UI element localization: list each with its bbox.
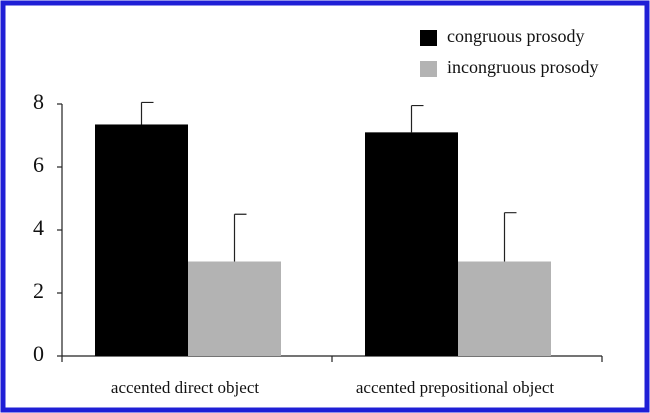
bar (95, 124, 188, 356)
error-bar (233, 213, 247, 262)
legend-swatch (420, 30, 437, 46)
legend-swatch (420, 61, 437, 77)
error-bar (140, 101, 154, 125)
error-bar (503, 212, 517, 262)
bar (188, 261, 281, 356)
error-bar (410, 104, 424, 133)
legend-label: incongruous prosody (447, 57, 599, 77)
legend-label: congruous prosody (447, 26, 585, 46)
y-tick-label: 2 (33, 278, 44, 303)
y-tick-label: 0 (33, 341, 44, 366)
bar (458, 261, 551, 356)
bar (365, 132, 458, 356)
y-tick-label: 8 (33, 89, 44, 114)
y-tick-label: 4 (33, 215, 44, 240)
x-tick-label: accented direct object (111, 378, 259, 397)
x-tick-label: accented prepositional object (356, 378, 555, 397)
y-tick-label: 6 (33, 152, 44, 177)
